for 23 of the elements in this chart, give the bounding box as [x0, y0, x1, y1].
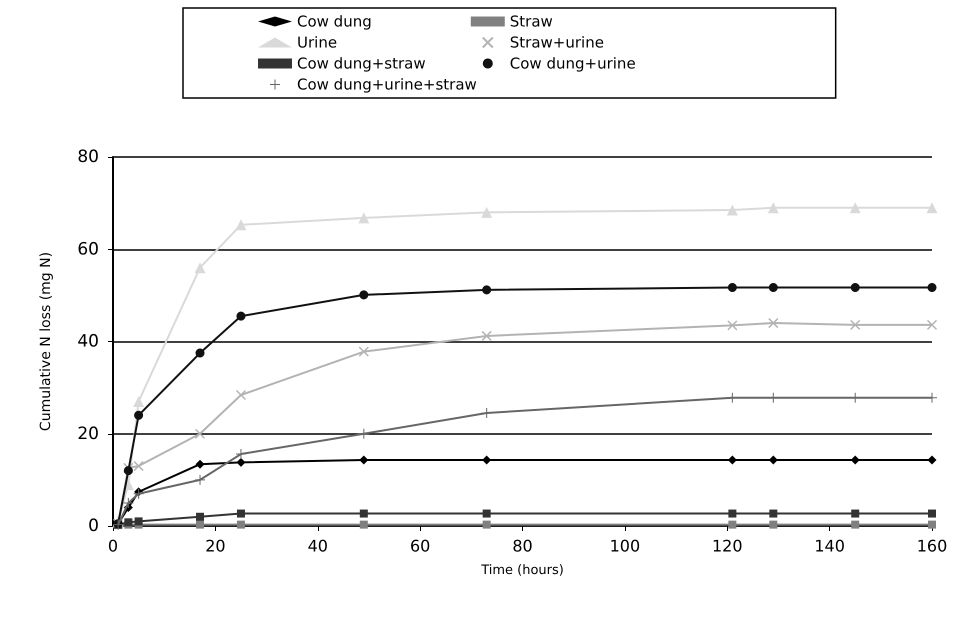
- legend-label: Straw+urine: [510, 34, 604, 52]
- legend-label: Urine: [297, 34, 338, 52]
- x-tick-label: 20: [205, 536, 226, 556]
- legend-label: Cow dung+urine: [510, 54, 636, 72]
- x-tick-label: 140: [814, 536, 845, 556]
- x-tick-label: 40: [308, 536, 328, 556]
- y-tick-label: 60: [77, 239, 99, 260]
- y-axis-title: Cumulative N loss (mg N): [38, 252, 54, 432]
- legend-label: Cow dung: [297, 12, 372, 30]
- y-tick-label: 20: [77, 424, 99, 444]
- x-tick-label: 80: [512, 536, 533, 556]
- y-tick-label: 40: [77, 332, 99, 352]
- legend-label: Straw: [510, 12, 553, 30]
- x-axis-title: Time (hours): [480, 563, 564, 578]
- x-tick-label: 100: [610, 536, 640, 556]
- x-tick-label: 60: [410, 536, 430, 556]
- legend-label: Cow dung+urine+straw: [297, 76, 477, 94]
- y-tick-label: 80: [77, 147, 99, 167]
- x-tick-label: 0: [108, 536, 118, 556]
- x-tick-label: 160: [916, 536, 948, 556]
- y-tick-label: 0: [88, 516, 99, 536]
- legend-label: Cow dung+straw: [297, 54, 426, 72]
- x-tick-label: 120: [712, 536, 743, 556]
